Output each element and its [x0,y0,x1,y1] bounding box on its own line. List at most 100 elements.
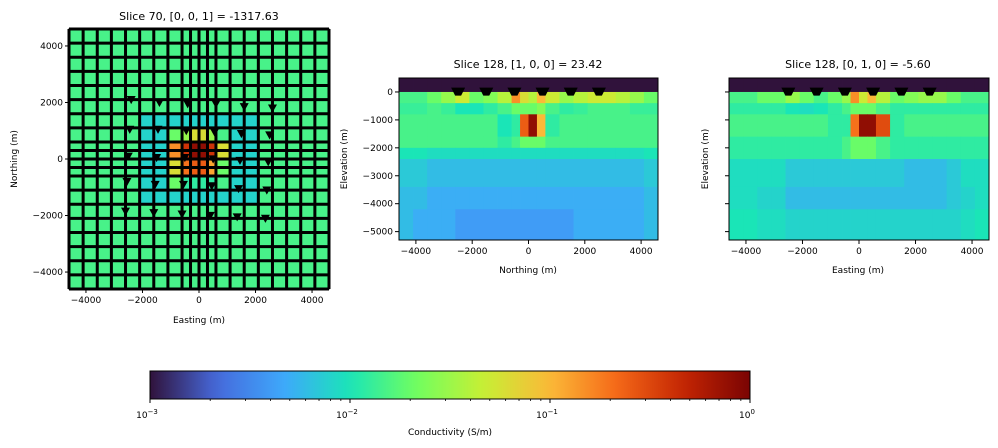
model-cell [528,103,538,115]
plan-view-xlabel: Easting (m) [173,316,225,326]
model-cell [875,78,891,93]
model-cell [932,103,948,115]
model-cell [771,103,786,115]
model-cell [587,159,603,188]
receiver-marker [205,211,215,221]
x-tick-label: 2000 [244,296,267,306]
model-cell [536,186,546,210]
northing-section-axes-frame [398,77,659,241]
model-cell [643,136,659,149]
model-cell [859,209,868,241]
model-cell [520,159,529,188]
model-cell [743,78,758,93]
model-cell [615,209,631,241]
model-cell [813,186,829,210]
model-cell [441,159,456,188]
model-cell [743,209,758,241]
receiver-marker [236,129,246,139]
model-cell [859,103,868,115]
model-cell [615,186,631,210]
model-cell [520,147,529,160]
model-cell [573,114,589,138]
model-cell [601,186,617,210]
model-cell [850,103,860,115]
model-cell [545,209,560,241]
model-cell [932,186,948,210]
plan-view-receivers [121,96,277,223]
model-cell [190,127,199,143]
model-cell [399,159,414,188]
model-cell [785,209,801,241]
receiver-marker [894,87,909,96]
model-cell [946,209,962,241]
y-tick-label: 4000 [40,42,63,52]
model-cell [469,91,484,104]
model-cell [520,103,529,115]
model-cell [890,136,905,160]
model-cell [573,147,589,160]
model-cell [497,209,513,241]
plan-view-panel: Slice 70, [0, 0, 1] = -1317.63 −4000 −200… [10,10,331,326]
colorbar-tick-label: 10−1 [536,408,558,421]
model-cell [867,114,877,138]
x-tick-label: 0 [526,247,532,257]
receiver-marker [232,213,242,222]
y-tick-label: −5000 [363,228,394,238]
plan-view-axes-frame [68,28,330,290]
receiver-marker [153,125,163,134]
model-cell [601,136,617,149]
model-cell [399,103,414,115]
model-cell [483,103,498,115]
receiver-marker [150,180,160,189]
model-cell [511,136,521,149]
model-cell [813,136,829,160]
model-cell [757,91,772,104]
model-cell [545,159,560,188]
model-cell [974,159,990,188]
model-cell [441,209,456,241]
x-tick-label: 4000 [961,247,984,257]
northing-section-ylabel: Elevation (m) [340,129,350,189]
model-cell [413,147,428,160]
model-cell [427,159,442,188]
model-cell [483,159,498,188]
model-cell [960,136,976,160]
easting-section-y-ticks [725,91,729,233]
model-cell [743,114,758,138]
model-cell [536,78,546,93]
model-cell [890,209,905,241]
northing-section-y-ticks: 0 −1000 −2000 −3000 −4000 −5000 [363,88,399,238]
model-cell [497,114,513,138]
model-cell [643,91,659,104]
model-cell [743,103,758,115]
model-cell [629,78,645,93]
model-cell [875,136,891,160]
model-cell [536,103,546,115]
receiver-marker [210,128,220,137]
receiver-marker [563,87,578,96]
receiver-marker [121,207,131,216]
model-cell [827,103,843,115]
model-cell [536,159,546,188]
model-cell [483,147,498,160]
receiver-marker [208,155,218,164]
model-cell [455,209,470,241]
model-cell [827,91,843,104]
model-cell [813,209,829,241]
model-cell [757,136,772,160]
model-cell [867,209,877,241]
model-cell [946,91,962,104]
model-cell [441,114,456,138]
model-cell [850,91,860,104]
model-cell [729,91,744,104]
y-tick-label: −2000 [33,212,64,222]
model-cell [601,91,617,104]
model-cell [615,147,631,160]
model-cell [799,136,815,160]
receiver-marker [265,131,275,140]
model-cell [743,136,758,160]
model-cell [960,114,976,138]
model-cell [771,91,786,104]
model-cell [904,78,919,93]
